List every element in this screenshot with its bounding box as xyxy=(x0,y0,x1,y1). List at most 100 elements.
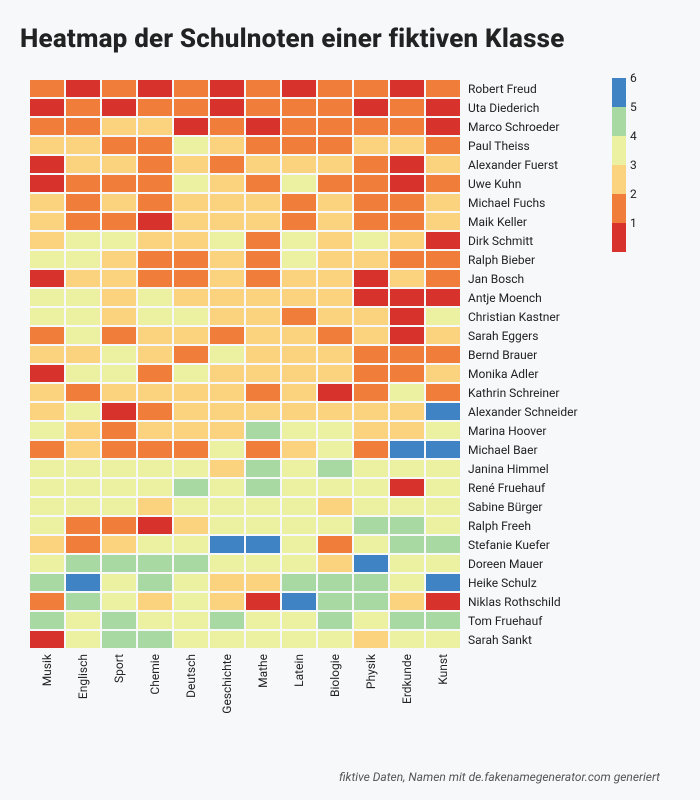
heatmap-cell xyxy=(138,441,172,458)
heatmap-cell xyxy=(318,213,352,230)
heatmap-cell xyxy=(102,118,136,135)
x-axis-label: Biologie xyxy=(328,654,342,697)
heatmap-cell xyxy=(246,308,280,325)
heatmap-cell xyxy=(426,270,460,287)
heatmap-cell xyxy=(354,175,388,192)
heatmap-cell xyxy=(318,251,352,268)
heatmap-grid: Robert FreudUta DiederichMarco Schroeder… xyxy=(28,78,581,650)
heatmap-cell xyxy=(318,346,352,363)
heatmap-cell xyxy=(66,403,100,420)
heatmap-cell xyxy=(102,498,136,515)
heatmap-cell xyxy=(426,498,460,515)
heatmap-cell xyxy=(246,612,280,629)
y-axis-label: Christian Kastner xyxy=(462,308,579,325)
heatmap-cell xyxy=(390,479,424,496)
heatmap-cell xyxy=(138,118,172,135)
heatmap-cell xyxy=(210,251,244,268)
heatmap-cell xyxy=(282,308,316,325)
heatmap-cell xyxy=(138,194,172,211)
heatmap-cell xyxy=(66,574,100,591)
heatmap-cell xyxy=(174,194,208,211)
heatmap-cell xyxy=(66,555,100,572)
heatmap-cell xyxy=(30,289,64,306)
heatmap-cell xyxy=(66,327,100,344)
color-legend: 654321 xyxy=(612,78,652,252)
heatmap-cell xyxy=(174,517,208,534)
heatmap-cell xyxy=(30,574,64,591)
heatmap-cell xyxy=(66,365,100,382)
heatmap-cell xyxy=(30,213,64,230)
heatmap-cell xyxy=(246,99,280,116)
heatmap-cell xyxy=(138,270,172,287)
heatmap-cell xyxy=(138,422,172,439)
heatmap-cell xyxy=(390,213,424,230)
heatmap-cell xyxy=(138,384,172,401)
heatmap-cell xyxy=(138,80,172,97)
heatmap-cell xyxy=(318,555,352,572)
heatmap-cell xyxy=(282,365,316,382)
y-axis-label: Sarah Eggers xyxy=(462,327,579,344)
x-axis-label: Mathe xyxy=(256,654,270,688)
heatmap-cell xyxy=(102,270,136,287)
heatmap-cell xyxy=(66,631,100,648)
heatmap-cell xyxy=(390,327,424,344)
heatmap-cell xyxy=(210,118,244,135)
heatmap-cell xyxy=(102,232,136,249)
heatmap-cell xyxy=(354,80,388,97)
heatmap-cell xyxy=(390,384,424,401)
heatmap-cell xyxy=(210,612,244,629)
heatmap-cell xyxy=(30,479,64,496)
heatmap-cell xyxy=(174,308,208,325)
heatmap-cell xyxy=(210,232,244,249)
y-axis-label: Paul Theiss xyxy=(462,137,579,154)
y-axis-label: Uwe Kuhn xyxy=(462,175,579,192)
heatmap-cell xyxy=(318,289,352,306)
heatmap-cell xyxy=(318,422,352,439)
heatmap-cell xyxy=(282,460,316,477)
heatmap-cell xyxy=(138,251,172,268)
heatmap-cell xyxy=(354,365,388,382)
heatmap-cell xyxy=(30,384,64,401)
heatmap-cell xyxy=(318,175,352,192)
heatmap-cell xyxy=(210,270,244,287)
heatmap-cell xyxy=(354,213,388,230)
heatmap-cell xyxy=(318,137,352,154)
heatmap-cell xyxy=(426,118,460,135)
heatmap-cell xyxy=(426,536,460,553)
heatmap-cell xyxy=(282,479,316,496)
heatmap-cell xyxy=(426,175,460,192)
heatmap-cell xyxy=(426,612,460,629)
heatmap-cell xyxy=(174,232,208,249)
heatmap-cell xyxy=(174,137,208,154)
heatmap-cell xyxy=(354,251,388,268)
y-axis-label: Alexander Fuerst xyxy=(462,156,579,173)
heatmap-cell xyxy=(30,251,64,268)
heatmap-cell xyxy=(426,422,460,439)
heatmap-cell xyxy=(354,612,388,629)
heatmap-cell xyxy=(30,422,64,439)
heatmap-cell xyxy=(390,175,424,192)
heatmap-cell xyxy=(102,80,136,97)
heatmap-cell xyxy=(354,422,388,439)
heatmap-cell xyxy=(354,536,388,553)
heatmap-cell xyxy=(30,137,64,154)
heatmap-cell xyxy=(138,460,172,477)
legend-ticks: 654321 xyxy=(630,78,652,252)
heatmap-cell xyxy=(426,631,460,648)
heatmap-cell xyxy=(210,213,244,230)
heatmap-cell xyxy=(282,213,316,230)
heatmap-cell xyxy=(354,555,388,572)
heatmap-cell xyxy=(30,403,64,420)
y-axis-label: Niklas Rothschild xyxy=(462,593,579,610)
heatmap-cell xyxy=(66,80,100,97)
heatmap-cell xyxy=(426,403,460,420)
heatmap-cell xyxy=(390,194,424,211)
heatmap-cell xyxy=(174,365,208,382)
heatmap-cell xyxy=(318,194,352,211)
heatmap-cell xyxy=(354,156,388,173)
heatmap-cell xyxy=(282,118,316,135)
y-axis-label: Sabine Bürger xyxy=(462,498,579,515)
heatmap-cell xyxy=(30,175,64,192)
heatmap-cell xyxy=(390,422,424,439)
heatmap-cell xyxy=(246,346,280,363)
